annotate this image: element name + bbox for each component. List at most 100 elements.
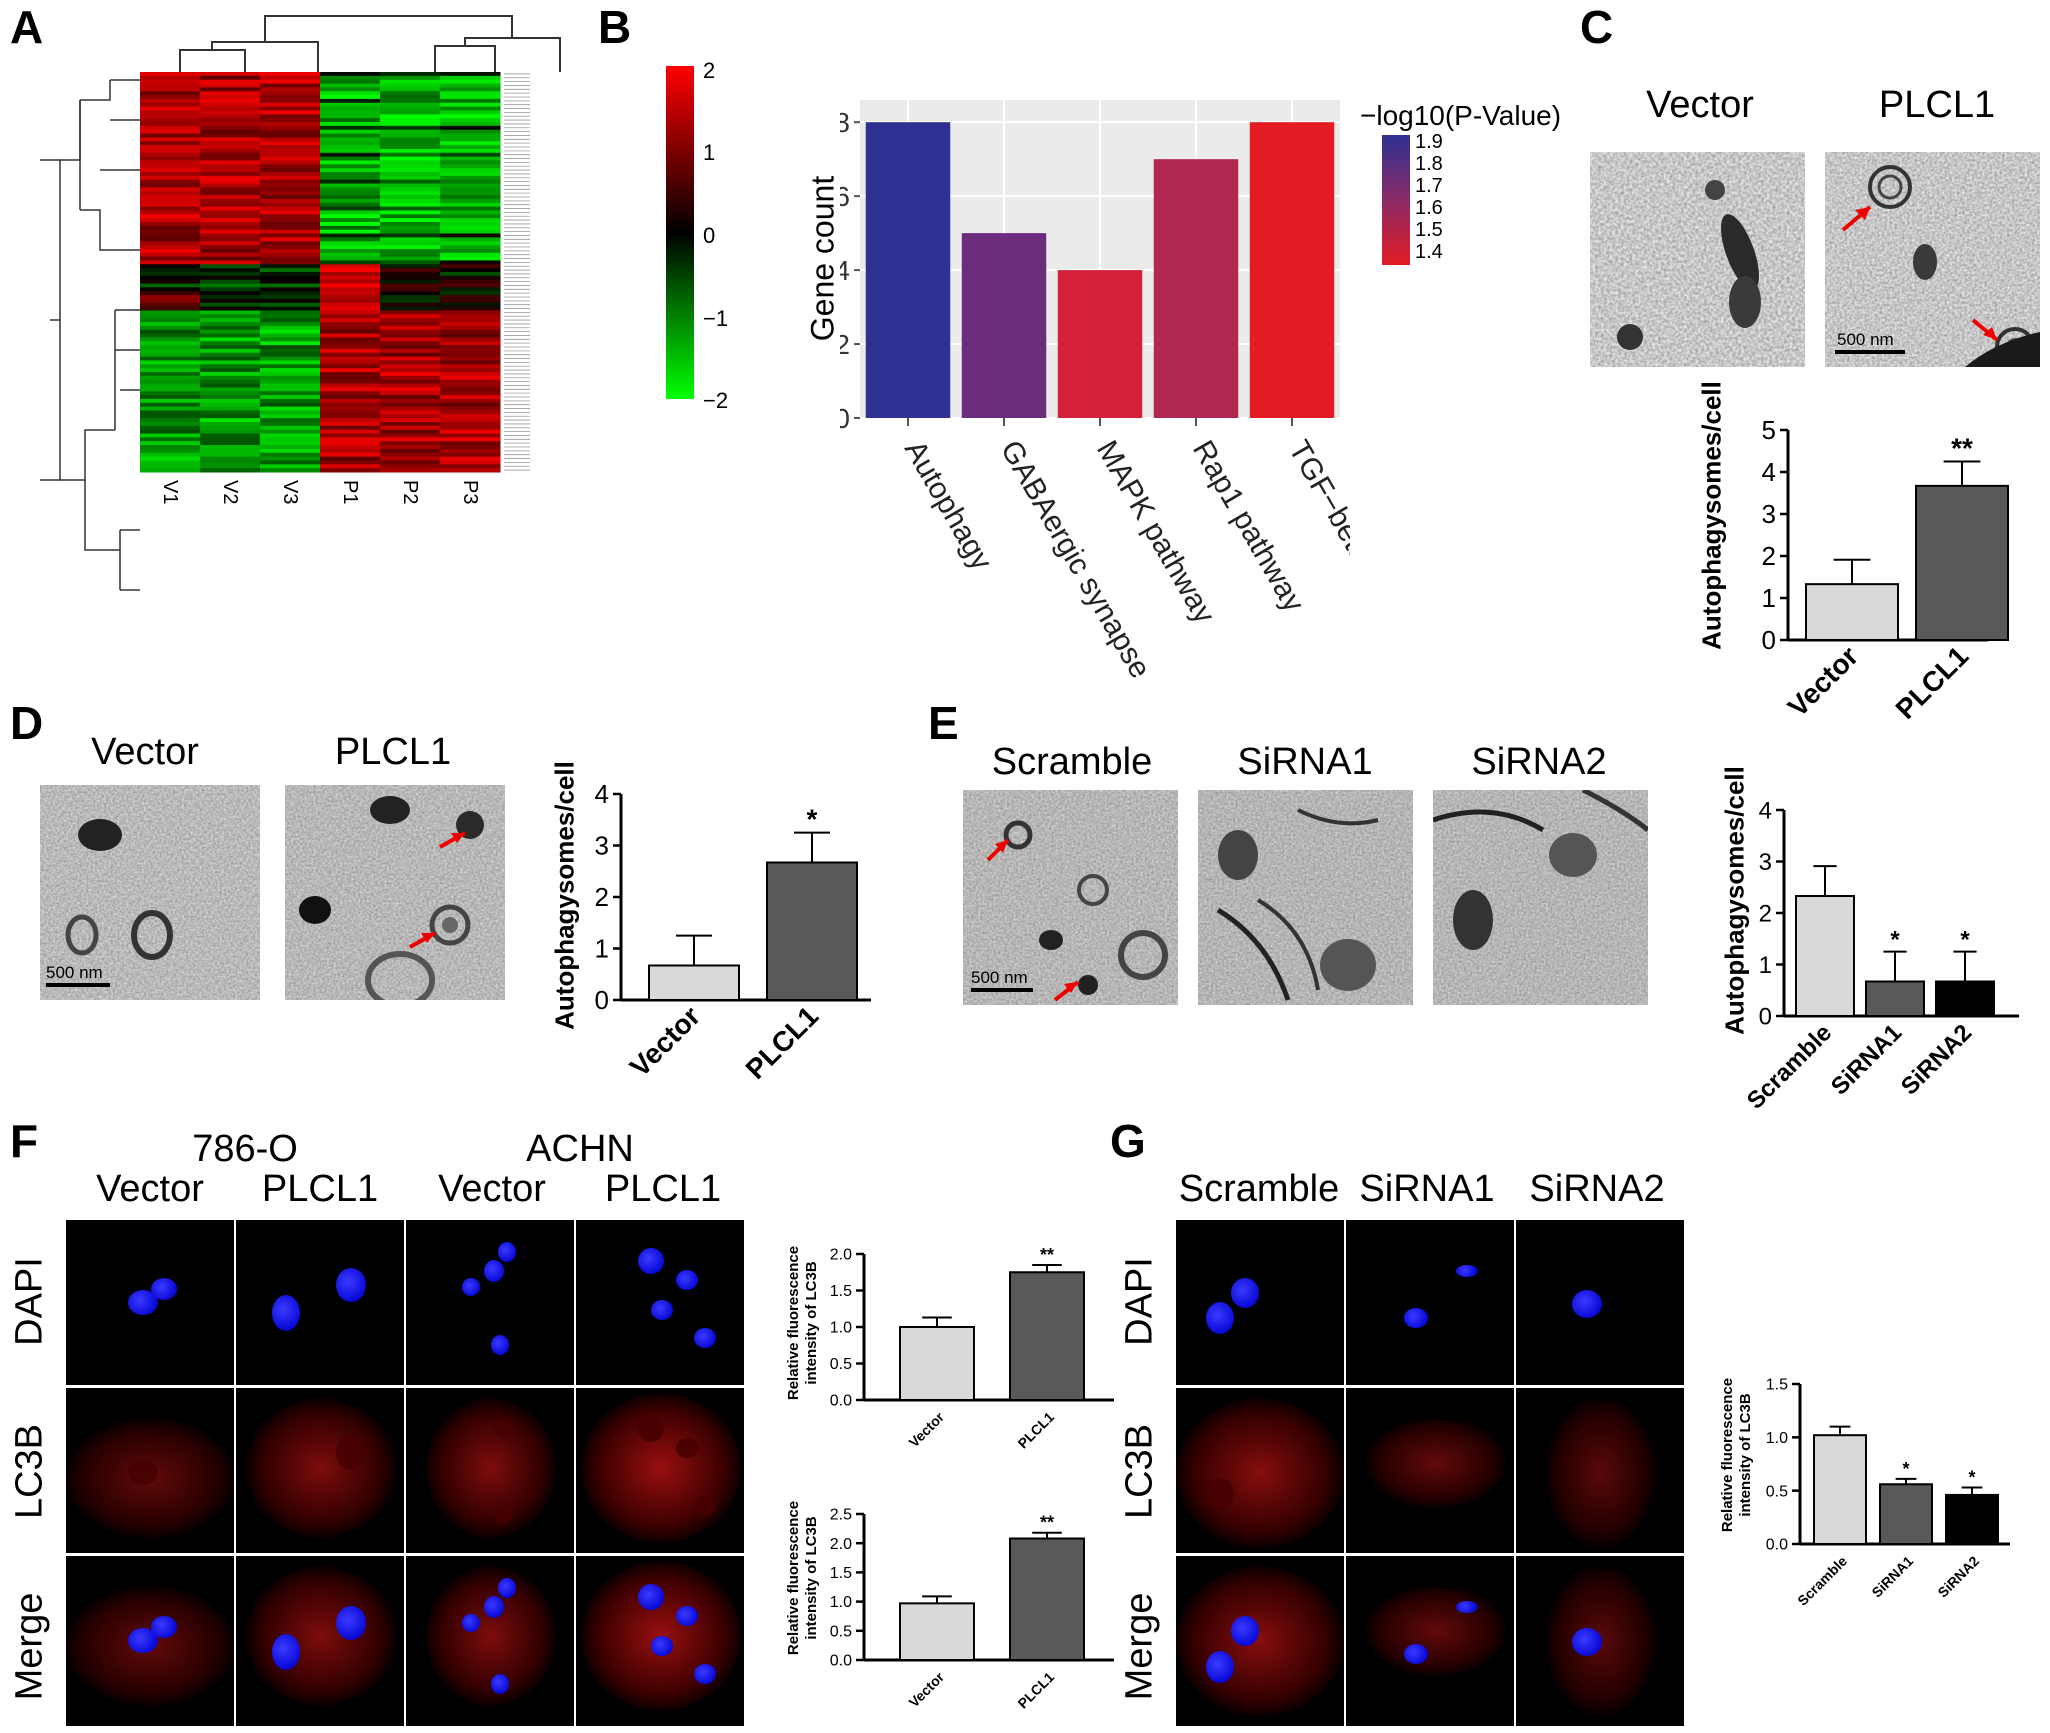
heatmap-cell	[440, 383, 501, 388]
heatmap-cell	[380, 398, 441, 404]
heatmap-cell	[140, 129, 201, 135]
heatmap-cell	[440, 75, 501, 81]
heatmap-cell	[140, 75, 201, 81]
heatmap-cell	[440, 145, 501, 150]
heatmap-cell	[200, 445, 261, 450]
heatmap-cell	[380, 260, 441, 265]
heatmap-cell	[320, 187, 381, 192]
panel-label-f: F	[10, 1115, 39, 1167]
heatmap-cell	[200, 456, 261, 461]
heatmap-cell	[440, 302, 501, 308]
heatmap-cell	[440, 160, 501, 165]
heatmap-cell	[260, 110, 321, 115]
heatmap-cell	[200, 179, 261, 185]
panel-g-row-lc3b: LC3B	[1118, 1423, 1161, 1520]
heatmap-cell	[200, 395, 261, 400]
heatmap-cell	[380, 283, 441, 288]
heatmap-cell	[260, 118, 321, 123]
heatmap-cell	[320, 106, 381, 111]
heatmap-cell	[140, 272, 201, 277]
heatmap-cell	[140, 345, 201, 350]
heatmap-cells	[140, 72, 501, 473]
fluor-g-lc3b-scramble	[1176, 1388, 1344, 1553]
panel-b-legend-colorbar	[1382, 135, 1410, 265]
heatmap-cell	[200, 325, 261, 331]
heatmap-cell	[440, 225, 501, 231]
heatmap-cell	[320, 314, 381, 319]
heatmap-cell	[440, 437, 501, 442]
heatmap-cell	[140, 72, 201, 77]
heatmap-cell	[140, 133, 201, 138]
heatmap-cell	[380, 468, 441, 473]
heatmap-cell	[380, 256, 441, 261]
heatmap-cell	[200, 272, 261, 277]
heatmap-cell	[260, 145, 321, 150]
heatmap-cell	[440, 122, 501, 127]
heatmap-cell	[260, 298, 321, 304]
heatmap-cell	[140, 291, 201, 296]
heatmap-cell	[440, 445, 501, 450]
bar	[1057, 270, 1143, 418]
heatmap-cell	[260, 233, 321, 238]
heatmap-cell	[320, 414, 381, 419]
heatmap-cell	[260, 148, 321, 154]
bar	[961, 233, 1047, 418]
heatmap-cell	[380, 368, 441, 373]
heatmap-cell	[140, 114, 201, 119]
bar	[1009, 1271, 1085, 1401]
heatmap-cell	[200, 402, 261, 408]
heatmap-cell	[200, 291, 261, 296]
heatmap-cell	[200, 360, 261, 365]
heatmap-cell	[260, 129, 321, 135]
heatmap-cell	[260, 229, 321, 235]
heatmap-cell	[260, 287, 321, 292]
heatmap-cell	[440, 310, 501, 315]
y-tick-label: 0.0	[830, 1393, 852, 1410]
heatmap-cell	[320, 383, 381, 388]
heatmap-cell	[140, 375, 201, 381]
heatmap-cell	[440, 175, 501, 181]
heatmap-cell	[200, 241, 261, 246]
heatmap-cell	[140, 298, 201, 304]
heatmap-cell	[380, 210, 441, 215]
bar	[1865, 980, 1925, 1017]
heatmap-cell	[380, 272, 441, 277]
panel-d-ylabel: Autophagysomes/cell	[549, 761, 580, 1030]
heatmap-cell	[440, 425, 501, 431]
heatmap-cell	[200, 98, 261, 104]
y-tick-label: 1.0	[830, 1594, 852, 1611]
heatmap-cell	[440, 322, 501, 327]
heatmap-cell	[320, 325, 381, 331]
heatmap-cell	[200, 329, 261, 335]
heatmap-cell	[140, 391, 201, 396]
heatmap-cell	[140, 98, 201, 104]
heatmap-cell	[380, 137, 441, 142]
heatmap-cell	[320, 252, 381, 258]
heatmap-cell	[440, 164, 501, 169]
heatmap-cell	[140, 341, 201, 346]
heatmap-cell	[320, 318, 381, 323]
heatmap-cell	[200, 437, 261, 442]
heatmap-cell	[200, 279, 261, 285]
heatmap-cell	[140, 160, 201, 165]
heatmap-cell	[260, 425, 321, 431]
heatmap-cell	[320, 206, 381, 211]
y-tick-label: 0	[1759, 1003, 1772, 1030]
heatmap-cell	[440, 125, 501, 131]
panel-c-caption-vector: Vector	[1646, 84, 1754, 126]
scalebar-label: 500 nm	[971, 968, 1028, 987]
x-tick-label: Autophagy	[898, 435, 998, 576]
heatmap-cell	[260, 187, 321, 192]
x-tick-label: PLCL1	[1014, 1669, 1057, 1712]
panel-c-chart: 0 1 2 3 4 5 Vector ** PLCL1	[1762, 420, 2009, 725]
heatmap-cell	[320, 160, 381, 165]
heatmap-cell	[440, 318, 501, 323]
heatmap-cell	[320, 329, 381, 335]
heatmap-cell	[200, 414, 261, 419]
heatmap-cell	[140, 325, 201, 331]
scalebar-label: 500 nm	[1837, 330, 1894, 349]
heatmap-cell	[320, 272, 381, 277]
heatmap-cell	[380, 337, 441, 342]
heatmap-cell	[320, 352, 381, 358]
heatmap-cell	[260, 348, 321, 354]
